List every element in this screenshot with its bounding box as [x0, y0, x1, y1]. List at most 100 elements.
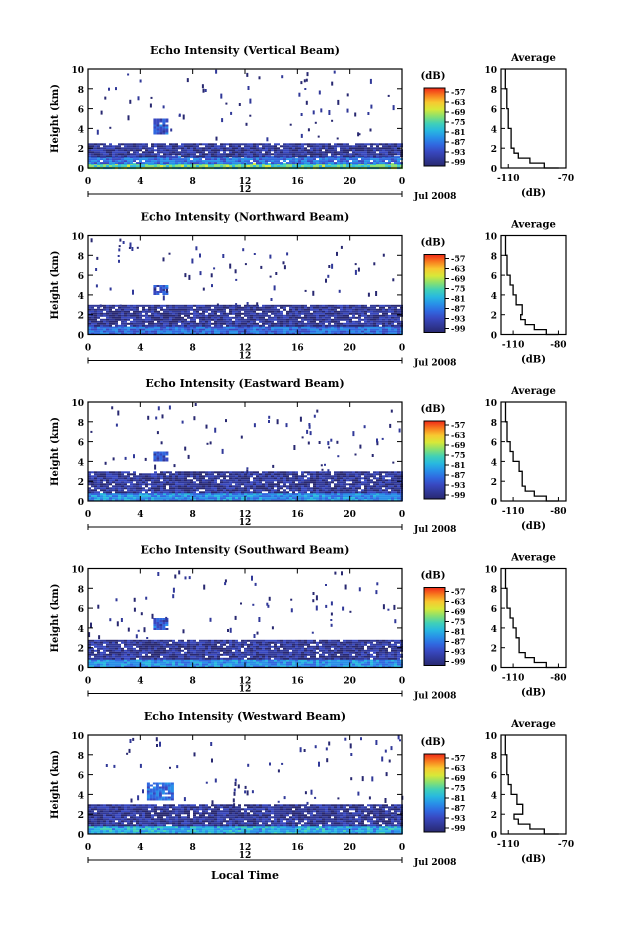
heatmap-cell [376, 153, 379, 156]
heatmap-cell [355, 495, 358, 498]
heatmap-cell [193, 330, 196, 333]
heatmap-cell [175, 143, 178, 146]
heatmap-cell [283, 147, 286, 150]
heatmap-cell [127, 491, 130, 494]
heatmap-cell [271, 493, 274, 496]
heatmap-cell [286, 304, 289, 307]
heatmap-cell [136, 165, 139, 168]
heatmap-cell [283, 145, 286, 148]
heatmap-cell [100, 330, 103, 333]
heatmap-cell [253, 659, 256, 662]
heatmap-cell [244, 326, 247, 329]
heatmap-cell [109, 304, 112, 307]
heatmap-cell [229, 147, 232, 150]
heatmap-cell [333, 70, 336, 74]
heatmap-cell [145, 162, 148, 165]
heatmap-cell [349, 489, 352, 492]
colorbar-label: -81 [451, 127, 465, 137]
heatmap-cell [115, 158, 118, 161]
heatmap-cell [385, 316, 388, 319]
heatmap-cell [226, 326, 229, 329]
heatmap-cell [355, 489, 358, 492]
heatmap-cell [220, 326, 223, 329]
heatmap-cell [256, 145, 259, 148]
heatmap-cell [148, 328, 151, 331]
heatmap-cell [394, 145, 397, 148]
heatmap-cell [289, 304, 292, 307]
heatmap-cell [112, 304, 115, 307]
heatmap-cell [172, 477, 175, 480]
heatmap-cell [247, 330, 250, 333]
heatmap-cell [391, 320, 394, 323]
heatmap-cell [166, 497, 169, 500]
heatmap-cell [367, 659, 370, 662]
heatmap-cell [295, 326, 298, 329]
profile-y-tick-label: 8 [491, 252, 497, 262]
heatmap-cell [91, 322, 94, 325]
heatmap-cell [97, 143, 100, 146]
heatmap-cell [217, 330, 220, 333]
heatmap-cell [232, 471, 235, 474]
heatmap-cell [286, 659, 289, 662]
heatmap-cell [156, 293, 160, 295]
heatmap-cell [328, 143, 331, 146]
heatmap-cell [397, 153, 400, 156]
heatmap-cell [172, 143, 175, 146]
heatmap-cell [205, 322, 208, 325]
heatmap-cell [144, 457, 147, 461]
heatmap-cell [385, 485, 388, 488]
heatmap-cell [169, 324, 172, 327]
heatmap-cell [340, 332, 343, 335]
heatmap-cell [238, 489, 241, 492]
heatmap-cell [238, 145, 241, 148]
heatmap-cell [187, 310, 190, 313]
heatmap-cell [181, 487, 184, 490]
heatmap-cell [214, 491, 217, 494]
heatmap-cell [100, 473, 103, 476]
heatmap-cell [295, 479, 298, 482]
heatmap-cell [387, 94, 390, 97]
heatmap-cell [91, 151, 94, 154]
heatmap-cell [175, 145, 178, 148]
heatmap-cell [238, 483, 241, 486]
heatmap-cell [265, 495, 268, 498]
heatmap-cell [199, 322, 202, 325]
heatmap-cell [355, 162, 358, 165]
heatmap-cell [226, 306, 229, 309]
heatmap-cell [280, 310, 283, 313]
heatmap-cell [289, 481, 292, 484]
heatmap-cell [319, 149, 322, 152]
heatmap-cell [103, 322, 106, 325]
heatmap-cell [136, 332, 139, 335]
heatmap-cell [151, 487, 154, 490]
heatmap-cell [91, 328, 94, 331]
heatmap-cell [253, 471, 256, 474]
heatmap-cell [229, 320, 232, 323]
heatmap-cell [388, 149, 391, 152]
heatmap-cell [337, 475, 340, 478]
heatmap-cell [370, 151, 373, 154]
heatmap-cell [382, 326, 385, 329]
heatmap-cell [148, 483, 151, 486]
y-tick-label: 10 [71, 66, 84, 76]
heatmap-cell [283, 163, 286, 166]
heatmap-cell [232, 489, 235, 492]
heatmap-cell [187, 493, 190, 496]
heatmap-cell [202, 659, 205, 662]
heatmap-cell [142, 659, 145, 662]
heatmap-cell [172, 479, 175, 482]
heatmap-cell [325, 493, 328, 496]
heatmap-cell [391, 149, 394, 152]
heatmap-cell [373, 493, 376, 496]
heatmap-cell [166, 493, 169, 496]
heatmap-cell [313, 151, 316, 154]
heatmap-cell [346, 499, 349, 502]
heatmap-cell [124, 471, 127, 474]
heatmap-cell [139, 316, 142, 319]
heatmap-cell [269, 275, 272, 278]
heatmap-cell [118, 310, 121, 313]
heatmap-cell [91, 326, 94, 329]
heatmap-cell [340, 245, 343, 249]
heatmap-cell [115, 659, 118, 662]
panel-2: Echo Intensity (Eastward Beam)0246810Hei… [50, 377, 567, 535]
